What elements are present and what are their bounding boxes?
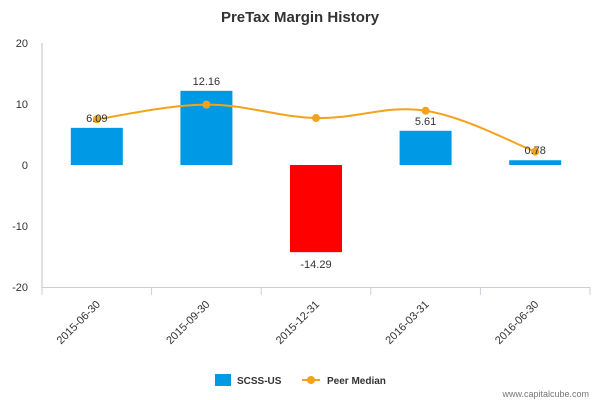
credit-text: www.capitalcube.com	[501, 389, 589, 399]
bar-2015-06-30	[70, 127, 123, 165]
bar-2015-12-31	[290, 165, 342, 253]
data-label-2015-09-30: 12.16	[193, 76, 221, 88]
legend-label-bar: SCSS-US	[237, 376, 282, 387]
data-label-2016-06-30: 0.78	[524, 145, 545, 157]
y-tick-label: 0	[22, 160, 28, 172]
legend-swatch-bar	[215, 374, 231, 386]
bar-2016-03-31	[399, 130, 452, 165]
x-tick-label: 2015-06-30	[55, 299, 103, 347]
chart-title: PreTax Margin History	[221, 9, 380, 26]
legend-swatch-marker	[307, 376, 315, 384]
bar-2016-06-30	[509, 160, 562, 165]
data-label-2015-12-31: -14.29	[300, 259, 331, 271]
x-tick-label: 2015-12-31	[274, 299, 322, 347]
axes	[41, 43, 591, 295]
y-tick-label: 20	[16, 38, 28, 50]
x-tick-label: 2015-09-30	[164, 299, 212, 347]
peer-median-point-2015-09-30	[202, 100, 211, 109]
data-label-2015-06-30: 6.09	[86, 113, 107, 125]
data-label-2016-03-31: 5.61	[415, 116, 436, 128]
x-tick-label: 2016-06-30	[493, 299, 541, 347]
bar-series	[70, 90, 562, 253]
peer-median-line	[96, 103, 536, 153]
peer-median-point-2016-03-31	[421, 106, 430, 115]
data-labels: 6.09 12.16 -14.29 5.61 0.78	[86, 76, 546, 271]
line-series	[92, 100, 540, 156]
y-axis: 20 10 0 -10 -20	[12, 38, 28, 294]
x-tick-label: 2016-03-31	[383, 299, 431, 347]
legend: SCSS-US Peer Median	[215, 374, 386, 387]
peer-median-point-2016-06-30	[531, 147, 540, 156]
y-tick-label: -10	[12, 221, 28, 233]
peer-median-point-2015-12-31	[312, 114, 320, 123]
y-tick-label: -20	[12, 282, 28, 294]
y-tick-label: 10	[16, 99, 28, 111]
peer-median-point-2015-06-30	[92, 115, 101, 124]
legend-label-line: Peer Median	[327, 376, 386, 387]
x-axis: 2015-06-30 2015-09-30 2015-12-31 2016-03-31…	[55, 299, 542, 347]
